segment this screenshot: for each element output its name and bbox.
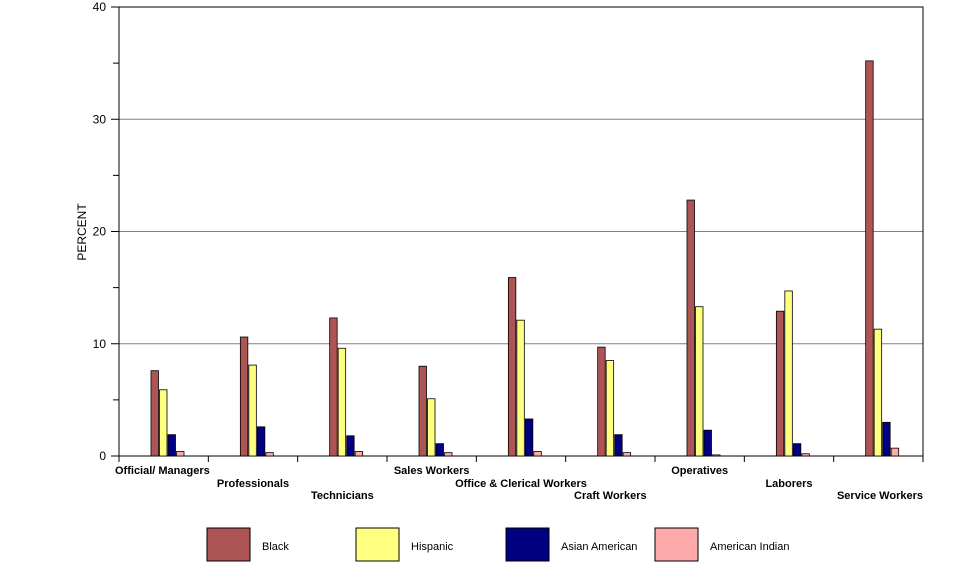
bar bbox=[444, 452, 453, 457]
bar bbox=[890, 447, 900, 457]
bar bbox=[873, 328, 883, 457]
bar bbox=[792, 443, 802, 457]
legend-label: Asian American bbox=[561, 541, 637, 553]
bar bbox=[329, 317, 338, 457]
category-label: Service Workers bbox=[837, 490, 923, 502]
legend-swatch bbox=[206, 527, 251, 562]
bar bbox=[159, 389, 168, 457]
bar bbox=[784, 290, 793, 457]
bars bbox=[150, 60, 900, 457]
y-tick-label: 0 bbox=[99, 449, 106, 463]
bar bbox=[516, 319, 525, 457]
bar bbox=[427, 398, 436, 457]
legend-swatch bbox=[505, 527, 550, 562]
y-tick-label: 10 bbox=[93, 337, 107, 351]
category-label: Laborers bbox=[765, 478, 812, 490]
category-label: Technicians bbox=[311, 490, 374, 502]
bar bbox=[265, 452, 274, 457]
bar bbox=[524, 418, 534, 457]
bar bbox=[712, 454, 721, 457]
bar bbox=[176, 451, 185, 457]
y-axis-title: PERCENT bbox=[75, 203, 89, 261]
y-tick-label: 40 bbox=[93, 0, 107, 14]
bar bbox=[167, 434, 176, 457]
bar bbox=[695, 306, 704, 457]
bar bbox=[686, 199, 695, 457]
bar bbox=[533, 451, 542, 457]
category-label: Operatives bbox=[671, 465, 728, 477]
bar bbox=[801, 453, 810, 457]
category-label: Craft Workers bbox=[574, 490, 647, 502]
legend-swatch bbox=[355, 527, 400, 562]
bar bbox=[435, 443, 444, 457]
category-label: Sales Workers bbox=[394, 465, 470, 477]
y-tick-label: 20 bbox=[93, 225, 107, 239]
bar bbox=[605, 360, 615, 457]
legend-swatch bbox=[654, 527, 699, 562]
legend-label: Black bbox=[262, 541, 289, 553]
bar bbox=[239, 336, 249, 457]
category-label: Office & Clerical Workers bbox=[455, 478, 587, 490]
bar bbox=[507, 277, 517, 457]
legend-label: American Indian bbox=[710, 541, 790, 553]
bar bbox=[248, 364, 257, 457]
bar bbox=[775, 310, 785, 457]
bar bbox=[418, 365, 427, 457]
bar bbox=[622, 452, 632, 457]
axes bbox=[111, 6, 924, 462]
bar bbox=[597, 346, 606, 457]
legend-label: Hispanic bbox=[411, 541, 454, 553]
bar bbox=[865, 60, 874, 457]
category-label: Official/ Managers bbox=[115, 465, 210, 477]
bar bbox=[703, 429, 712, 457]
bar bbox=[150, 370, 159, 457]
bar bbox=[337, 347, 347, 457]
y-tick-labels: 0 10 20 30 40 bbox=[93, 0, 107, 463]
bar bbox=[346, 435, 355, 457]
y-tick-label: 30 bbox=[93, 112, 107, 126]
category-label: Professionals bbox=[217, 478, 289, 490]
category-labels: Official/ Managers Professionals Technicia… bbox=[115, 465, 923, 502]
legend: Black Hispanic Asian American American Indi… bbox=[206, 527, 790, 562]
bar bbox=[354, 451, 364, 457]
bar bbox=[882, 421, 891, 457]
bar bbox=[256, 426, 266, 457]
gridlines bbox=[119, 118, 923, 345]
bar bbox=[614, 434, 623, 457]
